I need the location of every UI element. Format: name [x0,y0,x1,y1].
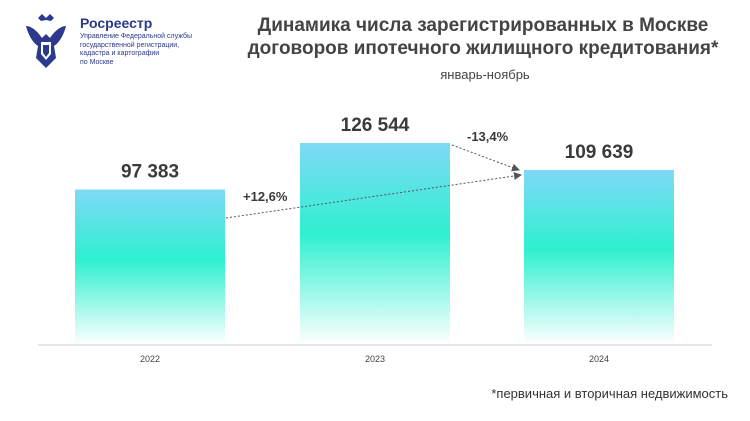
change-label-2023-2024: -13,4% [467,129,509,144]
tick-label-2023: 2023 [365,354,385,364]
bar-2024 [524,169,674,345]
bar-2023 [300,143,450,345]
value-label-2023: 126 544 [341,115,410,136]
tick-label-2022: 2022 [140,354,160,364]
chart-title: Динамика числа зарегистрированных в Моск… [247,15,719,59]
value-label-2022: 97 383 [121,162,179,183]
change-arrow-2022-2024 [225,172,522,219]
value-label-2024: 109 639 [565,142,634,163]
org-name: Росреестр [80,15,153,31]
change-arrow-2023-2024 [451,144,520,172]
rosreestr-logo: Росреестр Управление Федеральной службы … [20,12,210,72]
change-label-2022-2024: +12,6% [243,189,288,204]
bar-2022 [75,189,225,345]
org-subtitle: Управление Федеральной службы государств… [80,33,192,66]
chart-subtitle: январь-ноябрь [440,67,530,82]
tick-label-2024: 2024 [589,354,609,364]
footnote: *первичная и вторичная недвижимость [491,386,728,401]
eagle-emblem-icon [26,14,66,68]
